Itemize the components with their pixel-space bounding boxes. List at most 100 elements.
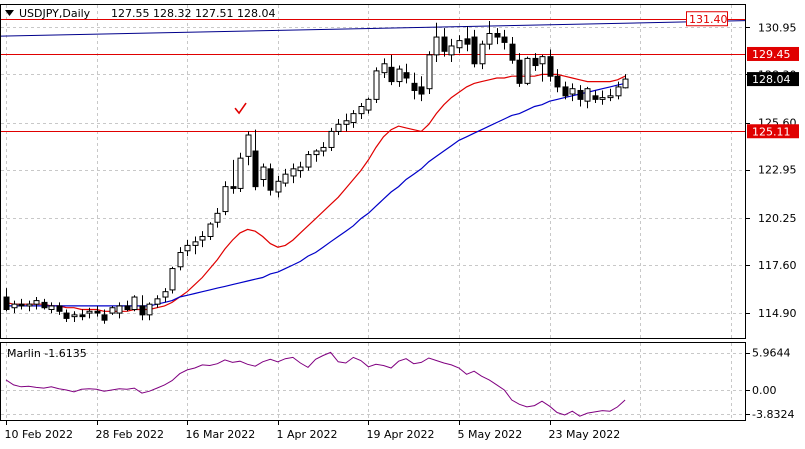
ohlc-label: 127.55 128.32 127.51 128.04 xyxy=(111,7,275,20)
candle xyxy=(230,159,237,194)
candle xyxy=(403,63,410,84)
level-price-label: 125.11 xyxy=(752,125,791,138)
candle xyxy=(94,305,101,317)
candle xyxy=(471,29,478,68)
candle xyxy=(282,168,289,187)
candle xyxy=(101,309,108,324)
candle xyxy=(305,151,312,171)
current-price-label: 128.04 xyxy=(752,73,791,86)
x-tick-label: 16 Mar 2022 xyxy=(186,428,256,441)
candle xyxy=(365,97,372,114)
candle xyxy=(501,29,508,50)
candle xyxy=(192,236,199,255)
current-price-tag: 128.04 xyxy=(747,72,799,87)
y-tick-label: 122.95 xyxy=(758,164,797,177)
indicator-grid xyxy=(1,343,745,420)
candle xyxy=(131,295,138,312)
candle xyxy=(592,90,599,103)
candle xyxy=(222,181,229,216)
x-tick-label: 1 Apr 2022 xyxy=(277,428,338,441)
candle xyxy=(358,102,365,119)
y-tick-label: 5.9644 xyxy=(752,347,791,360)
candle xyxy=(11,300,18,314)
candle xyxy=(154,295,161,308)
candle xyxy=(328,127,335,152)
y-tick-label: 120.25 xyxy=(758,212,797,225)
candle xyxy=(33,297,40,310)
candle xyxy=(139,295,146,321)
candle xyxy=(214,208,221,228)
candle xyxy=(146,302,153,321)
marlin-indicator xyxy=(5,351,626,417)
candle xyxy=(71,311,78,322)
candle xyxy=(388,54,395,86)
panel-frames xyxy=(0,4,746,421)
candle xyxy=(448,38,455,62)
candle xyxy=(418,76,425,102)
time-axis: 10 Feb 2022 28 Feb 2022 16 Mar 2022 1 Apr 2… xyxy=(5,421,620,441)
x-tick-label: 10 Feb 2022 xyxy=(5,428,73,441)
candle xyxy=(199,231,206,248)
level-price-label: 131.40 xyxy=(689,13,728,26)
indicator-axis: 5.9644 0.00 -3.8324 xyxy=(746,347,794,421)
check-icon xyxy=(234,102,247,115)
candle xyxy=(494,28,501,45)
y-tick-label: 130.95 xyxy=(758,21,797,34)
price-tags: 131.40 129.45 125.11 128.04 xyxy=(686,11,799,139)
candle xyxy=(184,240,191,257)
level-price-tag: 129.45 xyxy=(747,46,799,61)
candle xyxy=(335,118,342,135)
candle xyxy=(599,90,606,105)
y-tick-label: -3.8324 xyxy=(752,408,794,421)
candle xyxy=(124,300,131,312)
symbol-label: USDJPY,Daily xyxy=(19,7,91,20)
marlin-line xyxy=(5,351,626,417)
candle xyxy=(441,28,448,57)
candle xyxy=(396,65,403,87)
candle xyxy=(381,58,388,79)
candle xyxy=(63,309,70,322)
candle xyxy=(607,88,614,102)
candle xyxy=(162,288,169,303)
candle xyxy=(290,163,297,184)
main-grid xyxy=(1,5,745,338)
x-tick-label: 19 Apr 2022 xyxy=(367,428,435,441)
candle xyxy=(237,152,244,192)
trend-line xyxy=(0,20,746,37)
candle xyxy=(79,309,86,321)
candle xyxy=(245,131,252,166)
candle xyxy=(577,85,584,107)
candle xyxy=(86,307,93,319)
candle xyxy=(252,129,259,191)
candle xyxy=(539,54,546,82)
candle xyxy=(26,300,33,312)
x-tick-label: 28 Feb 2022 xyxy=(96,428,164,441)
x-tick-label: 5 May 2022 xyxy=(458,428,523,441)
candle xyxy=(547,49,554,82)
candle xyxy=(433,22,440,62)
candle xyxy=(615,81,622,100)
candle xyxy=(373,67,380,103)
candle xyxy=(267,163,274,196)
level-price-tag: 125.11 xyxy=(747,124,799,139)
candle xyxy=(109,305,116,315)
candle xyxy=(486,21,493,50)
candle xyxy=(275,175,282,198)
candle xyxy=(516,53,523,87)
indicator-label: Marlin -1.6135 xyxy=(7,347,87,360)
candle xyxy=(479,40,486,70)
candle xyxy=(3,288,10,312)
y-tick-label: 0.00 xyxy=(752,384,777,397)
candle xyxy=(169,266,176,294)
level-price-label: 129.45 xyxy=(752,48,791,61)
candle xyxy=(554,69,561,93)
candle xyxy=(18,298,25,310)
candle xyxy=(622,74,629,89)
collapse-triangle-icon[interactable] xyxy=(5,10,14,16)
candle xyxy=(456,35,463,54)
level-price-box: 131.40 xyxy=(686,11,728,27)
candles xyxy=(3,21,629,324)
horizontal-levels xyxy=(0,19,746,132)
candle xyxy=(48,302,55,314)
